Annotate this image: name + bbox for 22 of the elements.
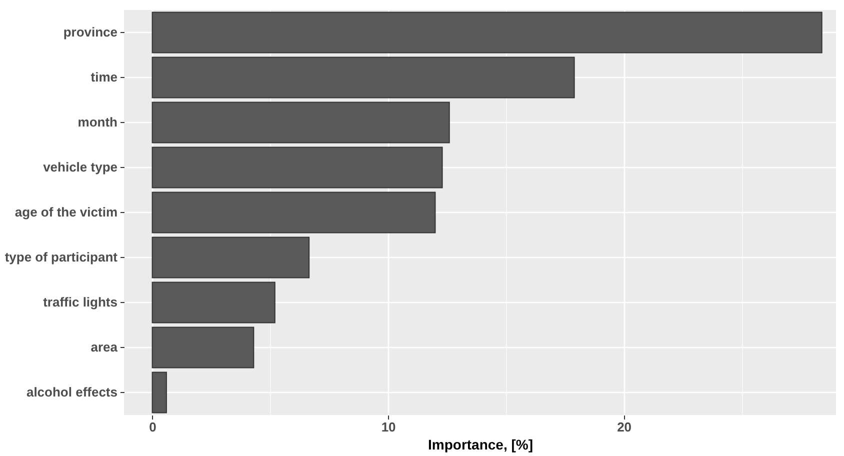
x-tick-label: 20: [617, 420, 632, 434]
y-tick-label: alcohol effects: [26, 384, 118, 400]
y-tick-label: area: [90, 340, 118, 354]
bar: [152, 12, 822, 54]
y-tick-label: traffic lights: [43, 294, 118, 310]
y-tick-label: type of participant: [4, 250, 118, 264]
y-tick-label: province: [63, 24, 118, 40]
bar: [152, 146, 443, 188]
y-tick-label: age of the victim: [14, 204, 118, 220]
y-tick-label: vehicle type: [43, 160, 118, 174]
bar: [152, 326, 254, 368]
bar: [152, 282, 276, 324]
bar: [152, 192, 436, 234]
bar: [152, 372, 167, 414]
y-tick-label: time: [90, 70, 118, 84]
bar: [152, 102, 450, 144]
x-axis-title: Importance, [%]: [428, 436, 534, 452]
x-tick-label: 10: [381, 420, 396, 434]
x-tick-label: 0: [149, 420, 156, 434]
y-tick-label: month: [78, 114, 118, 130]
bar: [152, 236, 310, 278]
bar: [152, 56, 575, 98]
